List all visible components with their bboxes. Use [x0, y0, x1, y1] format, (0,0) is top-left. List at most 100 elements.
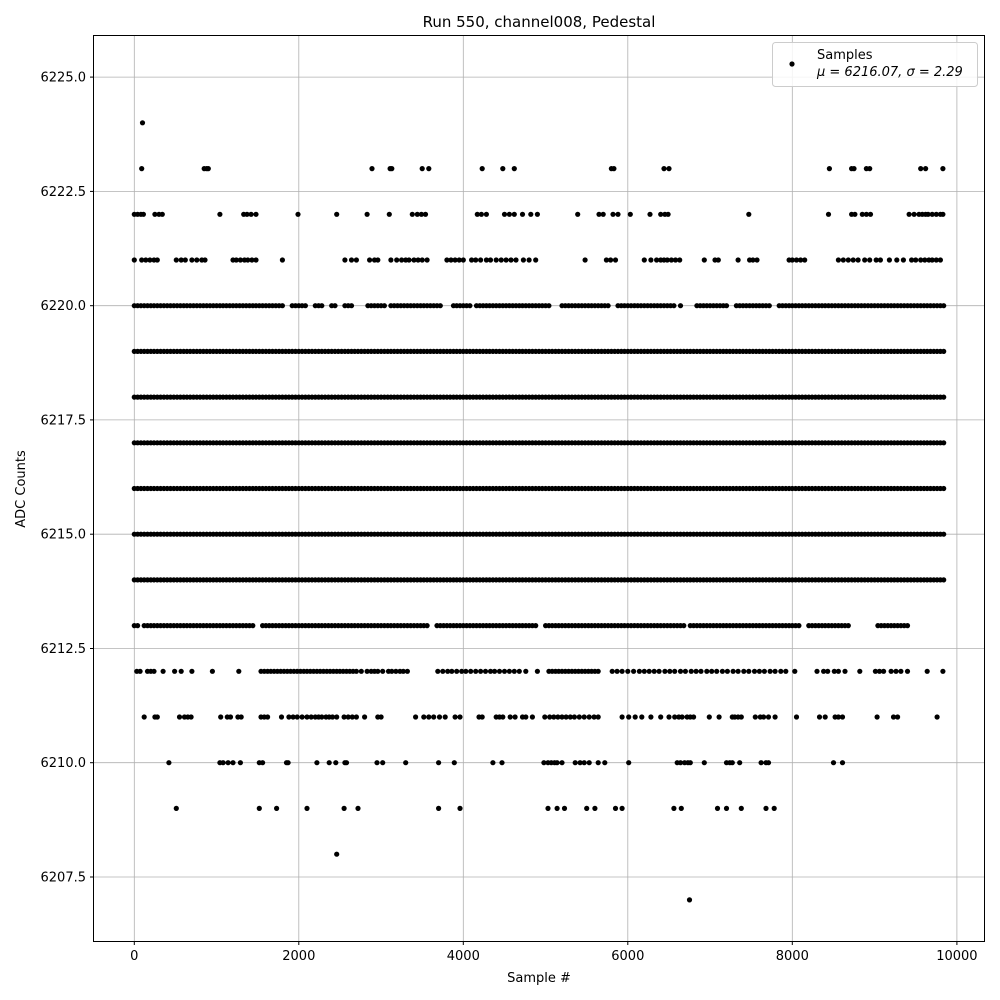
data-point [723, 303, 730, 309]
data-point [424, 257, 430, 263]
data-point [253, 257, 259, 263]
data-point [399, 257, 405, 263]
data-point [225, 760, 231, 766]
data-point [555, 714, 561, 720]
data-point [422, 211, 429, 217]
data-point [796, 623, 802, 629]
legend: Samples μ = 6216.07, σ = 2.29 [772, 42, 978, 87]
data-point [452, 257, 458, 263]
data-point [503, 257, 509, 263]
data-point [626, 760, 632, 766]
data-point [487, 257, 494, 263]
data-point [688, 668, 694, 674]
data-point [302, 303, 308, 309]
data-point [451, 760, 457, 766]
data-point [400, 668, 406, 674]
data-point [839, 714, 846, 720]
data-point [639, 714, 645, 720]
data-point [479, 714, 485, 720]
data-point [586, 714, 592, 720]
data-point [244, 211, 250, 217]
data-point [666, 714, 672, 720]
data-points [131, 120, 947, 903]
data-point [596, 211, 602, 217]
data-point [483, 211, 489, 217]
data-point [436, 760, 442, 766]
data-point [595, 714, 601, 720]
data-point [304, 714, 310, 720]
y-tick-label: 6210.0 [41, 756, 87, 771]
data-point [345, 714, 351, 720]
data-point [426, 166, 432, 172]
data-point [741, 668, 747, 674]
data-point [355, 805, 361, 812]
data-point [468, 668, 474, 674]
data-point [714, 805, 721, 812]
data-point [941, 485, 947, 492]
data-point [178, 257, 184, 263]
data-point [625, 668, 631, 674]
data-point [859, 211, 865, 217]
data-point [898, 668, 904, 674]
data-point [709, 668, 715, 674]
data-point [482, 668, 489, 674]
data-point [279, 257, 285, 263]
data-point [205, 166, 211, 172]
data-point [761, 714, 767, 720]
data-point [941, 440, 947, 446]
data-point [457, 714, 463, 720]
data-point [911, 211, 917, 217]
data-point [500, 166, 506, 172]
data-point [414, 211, 420, 217]
data-point [159, 211, 165, 217]
data-point [319, 303, 325, 309]
data-point [855, 257, 861, 263]
data-point [362, 714, 368, 720]
data-point [436, 805, 442, 812]
data-point [763, 805, 769, 812]
data-point [735, 668, 741, 674]
data-point [265, 714, 271, 720]
plot-area-frame [93, 35, 985, 942]
data-point [619, 805, 625, 812]
data-point [189, 668, 195, 674]
data-point [793, 714, 800, 720]
data-point [374, 760, 380, 766]
data-point [431, 714, 437, 720]
data-point [135, 623, 141, 629]
data-point [512, 714, 518, 720]
data-point [933, 257, 939, 263]
y-tick-label: 6217.5 [41, 413, 87, 428]
data-point [380, 760, 386, 766]
data-point [895, 714, 901, 720]
data-point [925, 211, 931, 217]
data-point [189, 257, 195, 263]
data-point [654, 257, 660, 263]
data-point [756, 668, 763, 674]
data-point [816, 714, 823, 720]
data-point [469, 257, 475, 263]
x-tick-label: 8000 [776, 949, 809, 964]
data-point [677, 760, 684, 766]
data-point [220, 760, 226, 766]
data-point [941, 394, 947, 400]
data-point [845, 623, 851, 629]
data-point [706, 714, 712, 720]
data-point [900, 257, 907, 263]
data-point [329, 714, 336, 720]
y-tick-label: 6212.5 [41, 642, 87, 657]
data-point [528, 211, 534, 217]
data-point [188, 714, 194, 720]
data-point [285, 760, 291, 766]
data-point [559, 714, 565, 720]
data-point [474, 211, 480, 217]
data-point [581, 714, 587, 720]
data-point [602, 760, 608, 766]
data-point [876, 668, 883, 674]
data-point [672, 257, 679, 263]
data-point [176, 714, 183, 720]
data-point [314, 760, 320, 766]
data-point [341, 805, 347, 812]
data-point [929, 257, 935, 263]
